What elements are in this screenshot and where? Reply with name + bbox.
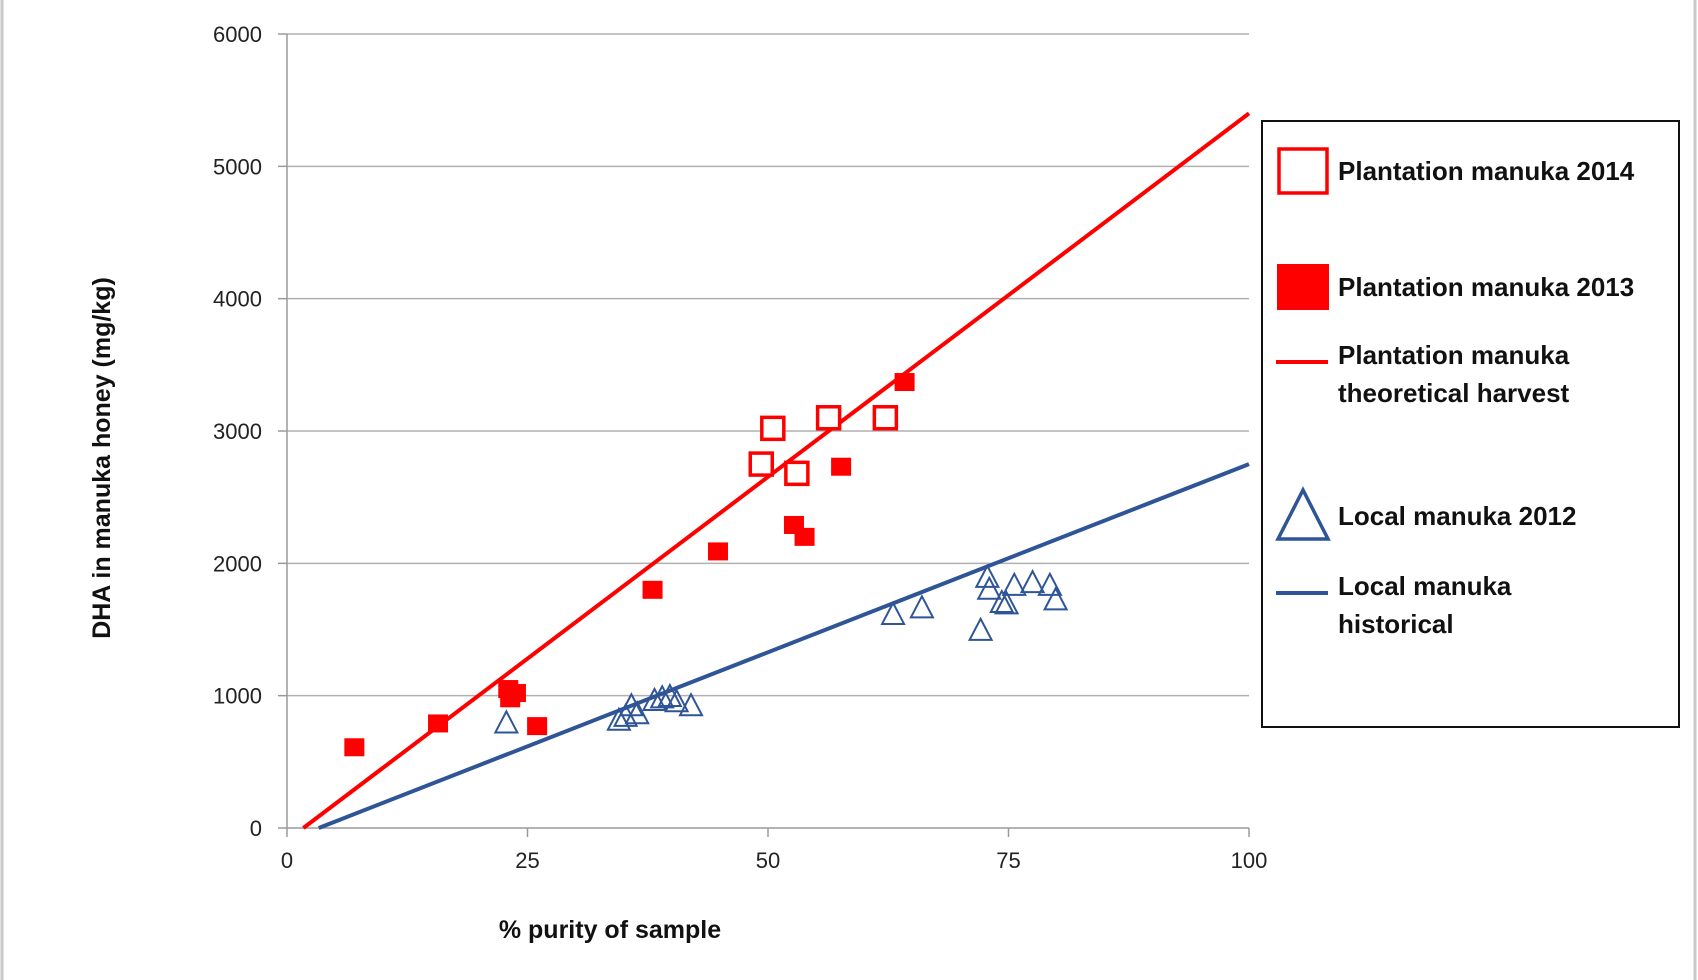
legend-symbol: [1277, 147, 1329, 195]
data-point: [976, 575, 1002, 600]
data-point: [989, 588, 1015, 614]
data-point: [642, 580, 663, 599]
legend-box: [1261, 120, 1680, 728]
data-point: [831, 457, 852, 476]
data-point: [974, 563, 1000, 588]
legend-label: Plantation manuka 2014: [1338, 156, 1635, 186]
legend: Plantation manuka 2014 Plantation manuka …: [1261, 120, 1680, 728]
data-point: [1019, 569, 1046, 594]
y-tick-label: 6000: [213, 22, 262, 47]
data-point: [428, 714, 449, 733]
data-point: [707, 542, 728, 561]
y-tick-label: 3000: [213, 419, 262, 444]
data-point: [527, 717, 548, 736]
legend-symbol: [1275, 486, 1331, 541]
trend-line: [318, 462, 1250, 830]
trend-line: [302, 111, 1251, 830]
legend-symbol: [1277, 264, 1329, 310]
legend-label: Plantation manuka 2013: [1338, 272, 1634, 302]
data-points: [344, 373, 1069, 757]
data-point: [967, 616, 994, 641]
data-point: [794, 527, 815, 546]
x-tick-label: 75: [996, 848, 1020, 873]
y-tick-label: 5000: [213, 154, 262, 179]
axes: [278, 33, 1250, 837]
data-point: [500, 689, 521, 708]
data-point: [748, 451, 775, 477]
data-point: [663, 688, 690, 713]
data-point: [909, 594, 935, 619]
data-point: [1001, 571, 1027, 596]
data-point: [760, 415, 786, 442]
data-point: [678, 692, 704, 717]
y-tick-label: 0: [250, 816, 262, 841]
gridlines: [287, 33, 1249, 697]
data-point: [872, 405, 899, 431]
legend-label: Local manuka 2012: [1338, 501, 1576, 531]
x-tick-label: 100: [1231, 848, 1268, 873]
data-point: [815, 405, 842, 431]
data-point: [894, 373, 915, 392]
data-point: [657, 682, 683, 707]
trend-lines: [302, 111, 1251, 830]
legend-items: Plantation manuka 2014 Plantation manuka …: [1275, 147, 1635, 639]
x-tick-label: 50: [756, 848, 780, 873]
data-point: [1042, 586, 1069, 611]
data-point: [641, 686, 668, 711]
x-axis-title: % purity of sample: [499, 916, 721, 944]
data-point: [344, 738, 365, 757]
data-point: [606, 706, 632, 731]
data-point: [1037, 571, 1063, 596]
data-point: [880, 600, 906, 625]
tick-labels: 0 1000 2000 3000 4000 5000 6000 0 25 50 75 100: [213, 22, 1267, 873]
x-tick-label: 25: [515, 848, 539, 873]
data-point: [993, 590, 1020, 615]
x-tick-label: 0: [281, 848, 293, 873]
data-point: [784, 460, 810, 487]
y-tick-label: 1000: [213, 684, 262, 709]
data-point: [624, 700, 650, 725]
y-axis-title: DHA in manuka honey (mg/kg): [88, 277, 116, 639]
data-point: [493, 709, 519, 734]
y-tick-label: 4000: [213, 287, 262, 312]
y-tick-label: 2000: [213, 551, 262, 576]
legend-label: Plantation manuka theoretical harvest: [1338, 340, 1570, 408]
legend-label: Local manuka historical: [1338, 571, 1512, 639]
data-point: [649, 684, 675, 709]
